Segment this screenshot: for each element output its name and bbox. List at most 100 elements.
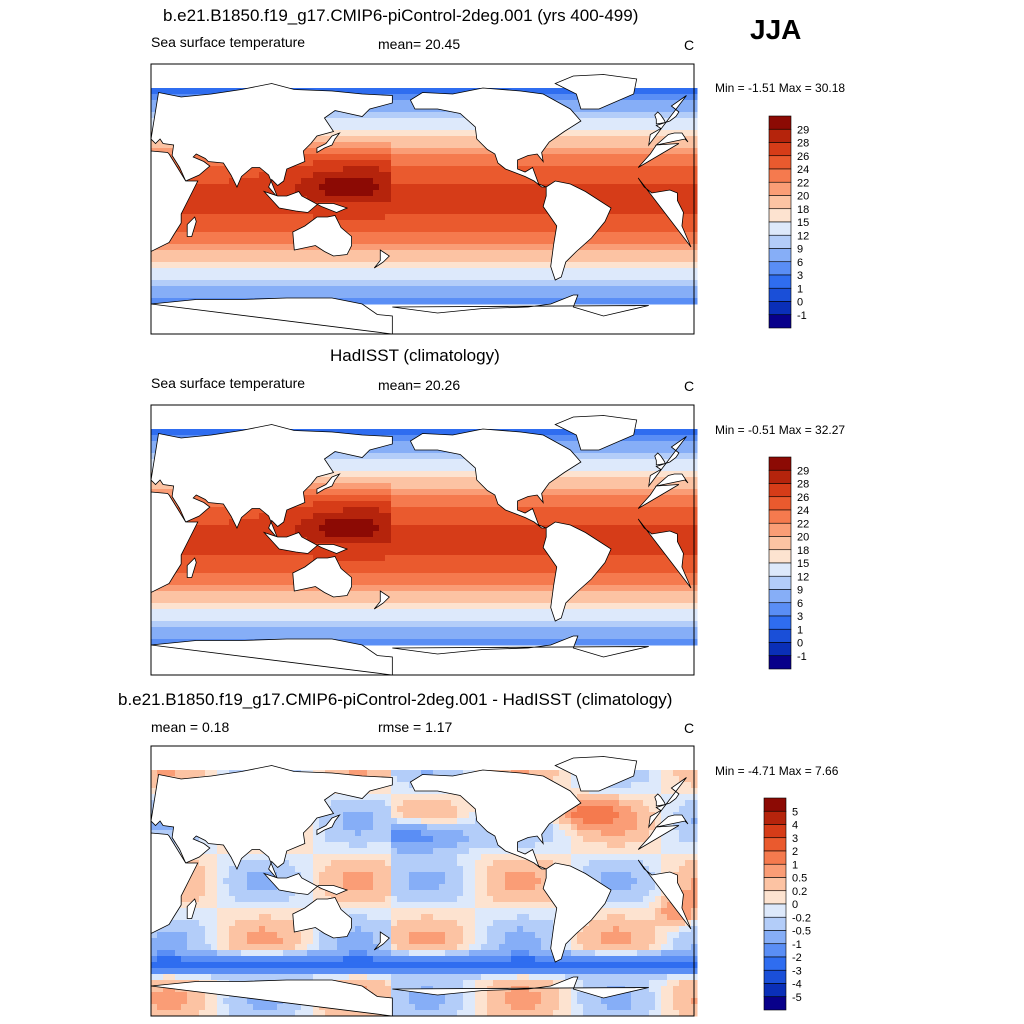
panel-3-minmax-label: Min = -4.71 Max = 7.66 — [715, 764, 839, 778]
colorbar-box — [768, 549, 792, 564]
colorbar-tick-label: 22 — [797, 518, 809, 530]
landmass-north-america — [409, 87, 582, 188]
colorbar-tick-label: -2 — [792, 952, 802, 964]
colorbar-tick-label: 20 — [797, 191, 809, 203]
colorbar-box — [768, 155, 792, 170]
landmass-africa — [637, 859, 692, 930]
landmass-new-zealand — [373, 590, 390, 610]
panel-2-units-label: C — [684, 378, 695, 394]
panel-3-title: b.e21.B1850.f19_g17.CMIP6-piControl-2deg… — [118, 690, 673, 709]
colorbar-tick-label: -1 — [797, 310, 807, 322]
landmass-britain — [654, 111, 666, 125]
colorbar-box — [768, 509, 792, 524]
colorbar-box — [768, 483, 792, 498]
colorbar-tick-label: 26 — [797, 151, 809, 163]
colorbar-box — [768, 522, 792, 537]
colorbar-box — [763, 996, 787, 1011]
panel-2-map — [150, 404, 698, 676]
colorbar-tick-label: 1 — [797, 283, 803, 295]
colorbar-tick-label: -3 — [792, 965, 802, 977]
colorbar-box — [768, 314, 792, 329]
colorbar-tick-label: 15 — [797, 558, 809, 570]
landmass-antarctica — [392, 294, 649, 317]
colorbar-tick-label: 0.5 — [792, 873, 807, 885]
colorbar-tick-label: 29 — [797, 124, 809, 136]
colorbar-box — [763, 863, 787, 878]
colorbar-tick-label: -1 — [792, 939, 802, 951]
colorbar-box — [768, 142, 792, 157]
panel-3-map — [150, 745, 698, 1017]
panel-1-variable-label: Sea surface temperature — [151, 34, 306, 50]
landmass-australia — [292, 215, 353, 257]
landmass-antarctica — [392, 976, 649, 999]
colorbar-tick-label: 12 — [797, 230, 809, 242]
continents — [150, 756, 692, 1017]
colorbar-box — [768, 248, 792, 263]
colorbar-tick-label: 9 — [797, 585, 803, 597]
panel-2-variable-label: Sea surface temperature — [151, 375, 306, 391]
panel-2-title: HadISST (climatology) — [330, 346, 500, 365]
colorbar-box — [768, 287, 792, 302]
landmass-south-america — [542, 180, 612, 281]
landmass-new-zealand — [373, 249, 390, 269]
landmass-australia — [292, 897, 353, 939]
landmass-africa — [637, 143, 680, 168]
colorbar-tick-label: -1 — [797, 651, 807, 663]
landmass-australia — [292, 556, 353, 598]
map-frame — [150, 404, 695, 676]
landmass-antarctica — [150, 638, 393, 676]
colorbar-tick-label: 1 — [792, 859, 798, 871]
colorbar-tick-label: -5 — [792, 992, 802, 1004]
colorbar-tick-label: 18 — [797, 204, 809, 216]
colorbar-tick-label: 3 — [797, 270, 803, 282]
colorbar-tick-label: 26 — [797, 492, 809, 504]
landmass-africa — [637, 825, 680, 850]
landmass-north-america — [409, 769, 582, 870]
panel-1-mean-label: mean= 20.45 — [378, 36, 461, 52]
colorbar-box — [768, 221, 792, 236]
colorbar-box — [763, 916, 787, 931]
colorbar-tick-label: 1 — [797, 624, 803, 636]
colorbar-tick-label: 0.2 — [792, 886, 807, 898]
colorbar-tick-label: 0 — [797, 297, 803, 309]
colorbar-box — [768, 655, 792, 670]
landmass-africa — [637, 177, 692, 248]
panel-2-minmax-label: Min = -0.51 Max = 32.27 — [715, 423, 846, 437]
landmass-africa — [150, 150, 199, 253]
colorbar-box — [763, 797, 787, 812]
landmass-eurasia — [648, 777, 687, 829]
landmass-antarctica — [150, 297, 393, 335]
continents — [150, 415, 692, 676]
colorbar-tick-label: 22 — [797, 177, 809, 189]
landmass-japan — [316, 814, 341, 836]
colorbar-tick-label: 3 — [797, 611, 803, 623]
colorbar-box — [768, 128, 792, 143]
colorbar-tick-label: 28 — [797, 138, 809, 150]
colorbar-box — [763, 943, 787, 958]
colorbar-tick-label: 18 — [797, 545, 809, 557]
landmass-japan — [316, 473, 341, 495]
colorbar-tick-label: 9 — [797, 244, 803, 256]
landmass-eurasia — [648, 436, 687, 488]
colorbar-box — [768, 274, 792, 289]
panel-1-minmax-label: Min = -1.51 Max = 30.18 — [715, 81, 846, 95]
colorbar-tick-label: 4 — [792, 820, 798, 832]
colorbar-box — [768, 301, 792, 316]
landmass-africa — [150, 832, 199, 935]
panel-1-units-label: C — [684, 37, 695, 53]
panel-2-mean-label: mean= 20.26 — [378, 377, 461, 393]
colorbar-box — [768, 602, 792, 617]
landmass-madagascar — [186, 898, 197, 919]
landmass-greenland — [554, 415, 638, 451]
landmass-new-zealand — [373, 931, 390, 951]
landmass-antarctica — [150, 979, 393, 1017]
landmass-south-america — [542, 862, 612, 963]
landmass-indonesia — [262, 190, 349, 213]
panel-1-map — [150, 63, 698, 335]
colorbar-box — [768, 496, 792, 511]
colorbar-tick-label: -4 — [792, 979, 802, 991]
colorbar-box — [768, 575, 792, 590]
